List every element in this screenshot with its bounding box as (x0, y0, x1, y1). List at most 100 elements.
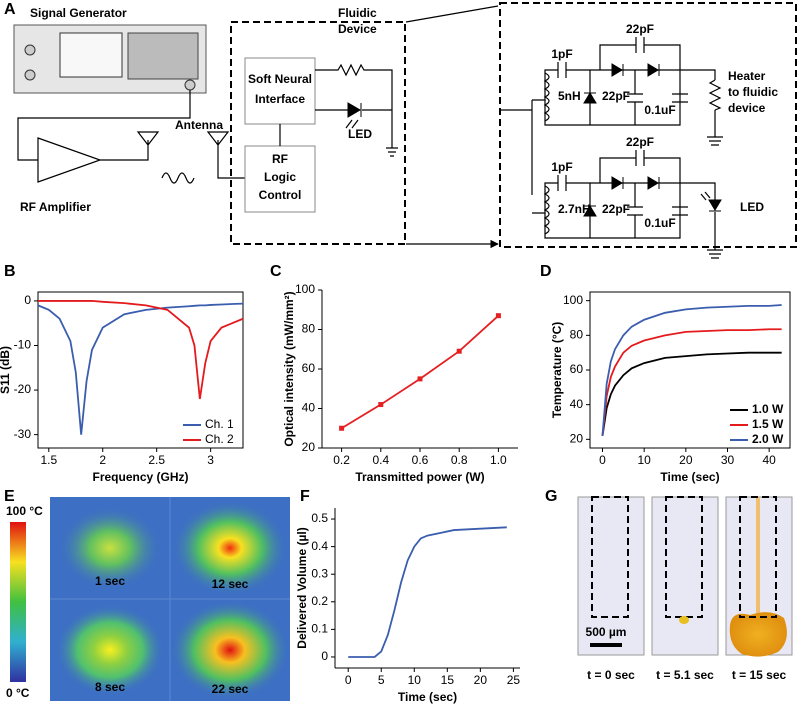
x-tick-label: 25 (507, 673, 521, 687)
line (348, 526, 507, 658)
point (456, 348, 462, 354)
panel-label: B (4, 263, 16, 280)
point (339, 425, 345, 431)
label: LED (348, 127, 372, 141)
point (417, 376, 423, 382)
wire (279, 63, 398, 157)
label: RF Amplifier (20, 200, 91, 214)
x-tick-label: 10 (637, 453, 651, 467)
photo-label: t = 0 sec (587, 668, 635, 682)
y-axis-label: S11 (dB) (0, 346, 12, 394)
label: Soft Neural Interface (248, 72, 312, 106)
y-tick-label: 20 (302, 440, 316, 454)
circuit-label: 0.1uF (644, 103, 675, 117)
circuit-label: 1pF (551, 160, 572, 174)
line (37, 302, 244, 435)
circuit-label: 22pF (602, 202, 630, 216)
panel-label: G (545, 488, 557, 505)
x-tick-label: 2 (99, 453, 106, 467)
scale-label: 500 µm (586, 625, 627, 639)
label-line: Heater (728, 69, 766, 83)
plot-frame (37, 291, 244, 449)
x-tick-label: 1.5 (40, 453, 57, 467)
y-axis-label: Temperature (°C) (550, 322, 564, 419)
antenna (206, 131, 245, 179)
x-axis-label: Time (sec) (660, 470, 719, 484)
wave (161, 172, 195, 184)
label-line: Fluidic (338, 6, 377, 20)
antenna (100, 131, 160, 161)
wire (680, 69, 723, 146)
circuit-label: 22pF (626, 22, 654, 36)
wire (599, 37, 681, 70)
y-tick-label: 80 (302, 322, 316, 336)
wire (543, 185, 550, 235)
panel-label: F (300, 488, 310, 505)
point (378, 402, 384, 408)
point (495, 313, 501, 319)
wire (700, 191, 711, 201)
heat-spot (172, 500, 288, 596)
circuit-label: 5nH (558, 89, 581, 103)
dashed-box (499, 2, 797, 248)
y-tick-label: -30 (14, 427, 32, 441)
label-line: Interface (255, 92, 305, 106)
y-tick-label: 20 (570, 432, 584, 446)
panel-label: D (540, 263, 552, 280)
y-axis-label: Delivered Volume (µl) (295, 527, 309, 648)
time-label: 1 sec (95, 574, 125, 588)
line (601, 328, 782, 436)
photo (725, 496, 793, 657)
wire (672, 93, 688, 103)
circuit-label: LED (740, 200, 764, 214)
circuit-label: 1pF (551, 47, 572, 61)
circuit-label: Heater to fluidic device (728, 69, 778, 115)
circuit-label: 22pF (626, 135, 654, 149)
amplifier (37, 137, 102, 183)
y-tick-label: 100 (295, 282, 315, 296)
heat-spot (58, 506, 162, 590)
x-tick-label: 15 (441, 673, 455, 687)
diode (583, 92, 597, 104)
heat-spot (55, 604, 165, 696)
line (341, 315, 500, 430)
label: RF Logic Control (259, 152, 302, 202)
colorbar (10, 522, 26, 682)
time-label: 12 sec (212, 577, 249, 591)
label-line: Device (338, 22, 377, 36)
label: Fluidic Device (338, 6, 377, 36)
wire (500, 100, 533, 195)
label-line: to fluidic (728, 85, 778, 99)
photo (577, 496, 645, 656)
diode (611, 63, 660, 77)
colorbar-label: 100 °C (6, 504, 43, 518)
x-tick-label: 0.4 (372, 453, 389, 467)
y-tick-label: 0.1 (311, 622, 328, 636)
photo (651, 496, 719, 656)
circuit-label: 22pF (602, 89, 630, 103)
y-tick-label: 80 (570, 328, 584, 342)
x-tick-label: 1.0 (490, 453, 507, 467)
y-tick-label: 0.4 (311, 539, 328, 553)
led-rays (345, 119, 359, 129)
colorbar-label: 0 °C (6, 686, 30, 700)
label-line: RF (272, 152, 288, 166)
y-tick-label: 0.5 (311, 511, 328, 525)
diode (583, 205, 597, 217)
x-tick-label: 3 (207, 453, 214, 467)
panel-label: A (4, 1, 16, 18)
label: Antenna (175, 118, 223, 132)
wire (543, 72, 550, 122)
heat-spot (170, 600, 290, 700)
legend-label: Ch. 1 (205, 417, 234, 431)
y-tick-label: 0 (24, 293, 31, 307)
x-tick-label: 0 (599, 453, 606, 467)
led-symbol (708, 199, 722, 212)
y-tick-label: 0 (321, 649, 328, 663)
block (244, 57, 316, 125)
photo-label: t = 15 sec (732, 668, 787, 682)
legend-label: 2.0 W (752, 432, 784, 446)
label-line: Soft Neural (248, 72, 312, 86)
wire (672, 206, 688, 216)
